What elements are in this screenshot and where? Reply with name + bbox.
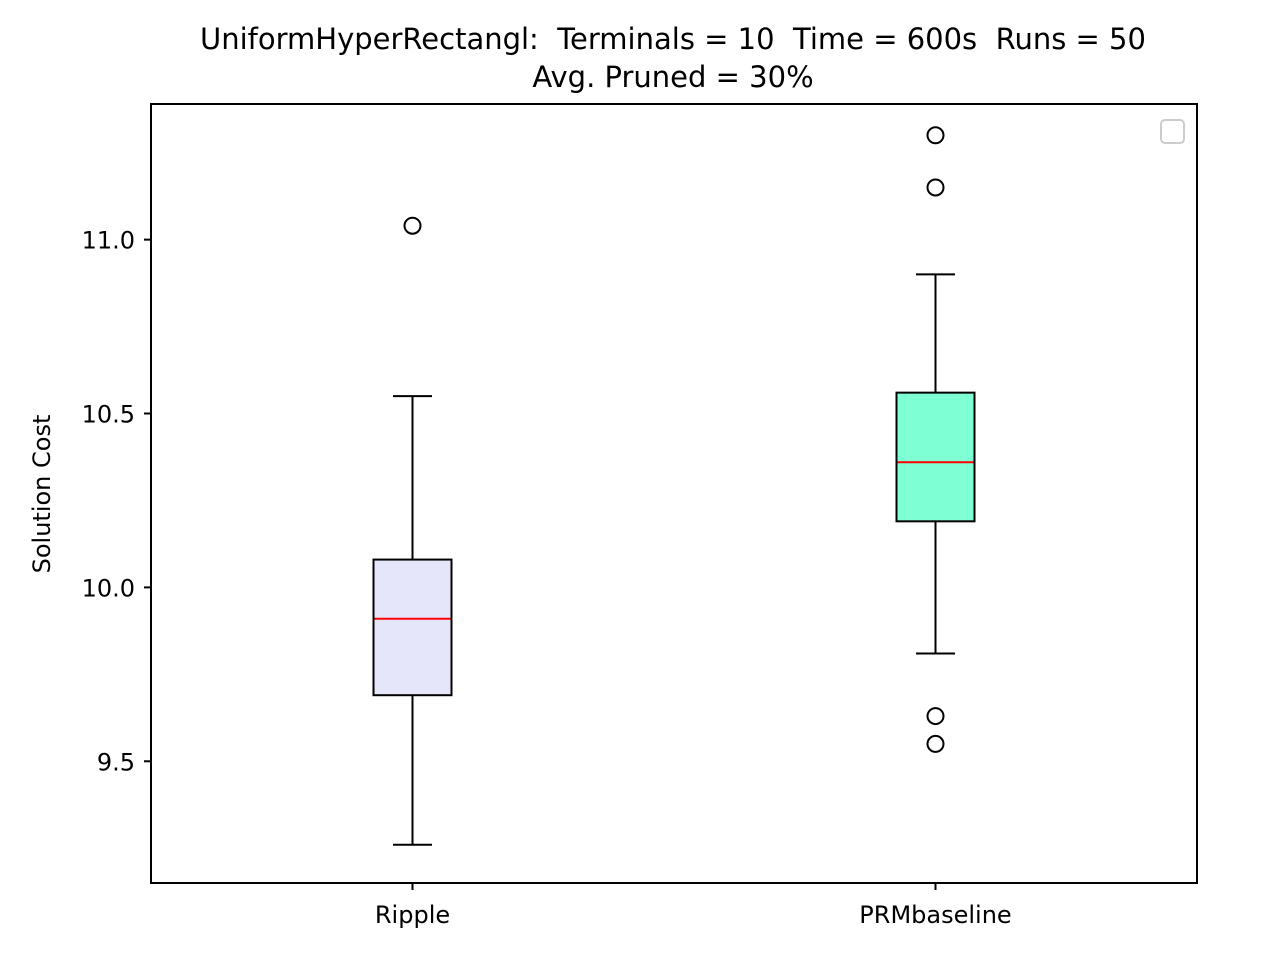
x-tick-label: PRMbaseline xyxy=(859,901,1011,929)
iqr-box xyxy=(895,391,976,523)
x-tick-label: Ripple xyxy=(375,901,450,929)
iqr-box xyxy=(372,558,453,697)
legend-box xyxy=(1160,119,1185,144)
outlier-point xyxy=(926,707,945,726)
y-tick-label: 10.5 xyxy=(82,401,135,429)
y-axis-label: Solution Cost xyxy=(28,415,56,574)
y-axis: 9.5 10.0 10.5 11.0 xyxy=(82,227,151,776)
chart-subtitle: Avg. Pruned = 30% xyxy=(532,60,814,94)
outlier-point xyxy=(926,734,945,753)
y-tick-label: 11.0 xyxy=(82,227,135,255)
plot-area xyxy=(150,103,1198,884)
box-ripple xyxy=(372,216,453,846)
outlier-point xyxy=(926,178,945,197)
outlier-point xyxy=(403,216,422,235)
box-prmbaseline xyxy=(895,126,976,753)
chart-title: UniformHyperRectangl: Terminals = 10 Tim… xyxy=(200,22,1146,56)
x-axis: Ripple PRMbaseline xyxy=(375,883,1012,929)
y-tick-label: 9.5 xyxy=(97,748,135,776)
boxes xyxy=(372,126,976,846)
y-tick-label: 10.0 xyxy=(82,574,135,602)
outlier-point xyxy=(926,126,945,145)
